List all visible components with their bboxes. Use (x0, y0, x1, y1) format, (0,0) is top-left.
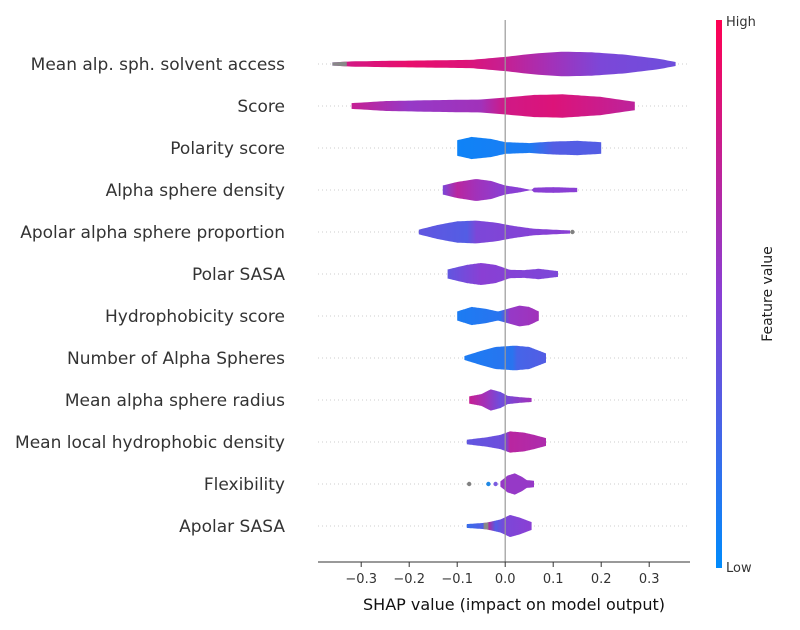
violin-apolar-alpha-sphere-proportion (418, 220, 570, 244)
missing-value-segment (483, 522, 489, 530)
feature-label-apolar-alpha-sphere-proportion: Apolar alpha sphere proportion (20, 223, 285, 243)
colorbar-high-label: High (726, 15, 756, 30)
outlier-point (467, 481, 472, 487)
feature-label-mean-alpha-sphere-radius: Mean alpha sphere radius (65, 391, 285, 411)
x-tick-label: 0.3 (639, 572, 660, 587)
outlier-point (493, 481, 498, 487)
violins (332, 51, 676, 537)
x-tick-label: −0.1 (441, 572, 473, 587)
feature-label-flexibility: Flexibility (204, 475, 285, 495)
violin-hydrophobicity-score (457, 305, 539, 327)
outlier-point (486, 481, 491, 487)
missing-value-segment (332, 61, 347, 67)
violin-polarity-score (457, 136, 602, 160)
violin-alpha-sphere-density (442, 179, 578, 201)
violin-polar-sasa (447, 263, 558, 285)
colorbar (716, 20, 722, 568)
violin-apolar-sasa (466, 515, 532, 537)
violin-mean-local-hydrophobic-density (466, 431, 546, 453)
x-tick-label: −0.2 (393, 572, 425, 587)
feature-label-alpha-sphere-density: Alpha sphere density (106, 181, 285, 201)
violin-mean-alp-sph-solvent-access (332, 51, 676, 77)
colorbar-low-label: Low (726, 561, 752, 576)
x-tick-label: 0.1 (543, 572, 564, 587)
violin-flexibility (500, 473, 534, 495)
feature-label-polar-sasa: Polar SASA (192, 265, 285, 285)
feature-label-apolar-sasa: Apolar SASA (179, 517, 285, 537)
x-axis-title: SHAP value (impact on model output) (363, 595, 665, 614)
feature-labels: Mean alp. sph. solvent access Score Polari… (15, 55, 285, 537)
feature-label-number-of-alpha-spheres: Number of Alpha Spheres (67, 349, 285, 369)
violin-mean-alpha-sphere-radius (469, 389, 532, 411)
colorbar-title: Feature value (760, 246, 776, 342)
x-axis: −0.3 −0.2 −0.1 0.0 0.1 0.2 0.3 (318, 561, 690, 587)
x-tick-label: 0.2 (591, 572, 612, 587)
feature-label-hydrophobicity-score: Hydrophobicity score (105, 307, 285, 327)
x-tick-label: 0.0 (495, 572, 516, 587)
x-tick-label: −0.3 (345, 572, 377, 587)
feature-label-mean-local-hydrophobic-density: Mean local hydrophobic density (15, 433, 285, 453)
violin-score (351, 94, 635, 118)
grid-lines (318, 63, 690, 527)
outlier-point (570, 229, 575, 235)
feature-label-score: Score (237, 97, 285, 117)
feature-label-mean-alp-sph-solvent-access: Mean alp. sph. solvent access (31, 55, 285, 75)
feature-label-polarity-score: Polarity score (170, 139, 285, 159)
